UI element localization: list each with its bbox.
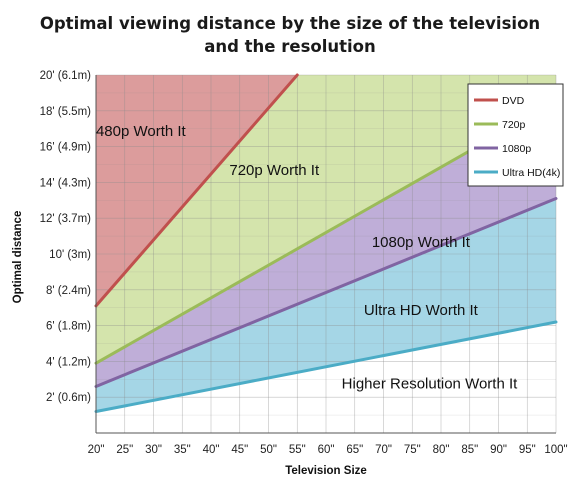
x-tick-label: 20" (88, 444, 105, 456)
chart-title-line-1: Optimal viewing distance by the size of … (39, 14, 541, 33)
x-tick-label: 25" (116, 444, 133, 456)
y-tick-label: 12' (3.7m) (40, 213, 92, 225)
region-annotation: 480p Worth It (96, 123, 187, 140)
region-annotation: 720p Worth It (229, 162, 320, 179)
y-tick-label: 18' (5.5m) (40, 106, 92, 118)
region-annotation: 1080p Worth It (372, 234, 471, 251)
y-tick-label: 20' (6.1m) (40, 70, 92, 82)
x-tick-label: 40" (203, 444, 220, 456)
y-tick-label: 4' (1.2m) (46, 356, 91, 368)
region-annotation: Ultra HD Worth It (364, 302, 479, 319)
x-tick-label: 55" (289, 444, 306, 456)
x-tick-label: 95" (519, 444, 536, 456)
x-tick-label: 70" (375, 444, 392, 456)
region-annotation: Higher Resolution Worth It (342, 375, 518, 392)
series-line-1080p (94, 197, 558, 388)
legend-label: 1080p (502, 143, 531, 155)
x-tick-label: 100" (544, 444, 567, 456)
y-axis-title: Optimal distance (12, 211, 24, 304)
x-tick-label: 35" (174, 444, 191, 456)
x-tick-label: 50" (260, 444, 277, 456)
x-tick-label: 90" (490, 444, 507, 456)
x-tick-label: 60" (318, 444, 335, 456)
legend-label: Ultra HD(4k) (502, 167, 560, 179)
y-tick-label: 6' (1.8m) (46, 321, 91, 333)
series-line-dvd (94, 73, 299, 308)
y-tick-label: 16' (4.9m) (40, 142, 92, 154)
chart-title-line-2: and the resolution (204, 37, 376, 56)
x-tick-label: 80" (433, 444, 450, 456)
x-tick-label: 30" (145, 444, 162, 456)
legend-label: DVD (502, 95, 525, 107)
series-line-ultra-hd-4k- (94, 320, 558, 414)
legend-label: 720p (502, 119, 526, 131)
y-tick-label: 10' (3m) (49, 249, 91, 261)
y-tick-label: 8' (2.4m) (46, 285, 91, 297)
x-tick-label: 85" (461, 444, 478, 456)
y-tick-label: 14' (4.3m) (40, 177, 92, 189)
x-tick-label: 45" (231, 444, 248, 456)
x-tick-label: 75" (404, 444, 421, 456)
x-axis-title: Television Size (285, 465, 367, 477)
y-tick-label: 2' (0.6m) (46, 392, 91, 404)
x-tick-label: 65" (346, 444, 363, 456)
